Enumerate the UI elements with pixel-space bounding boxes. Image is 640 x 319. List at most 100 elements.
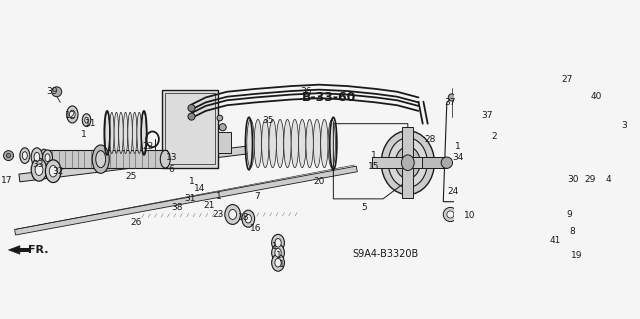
Text: 1: 1 <box>276 251 282 260</box>
Ellipse shape <box>563 105 584 109</box>
Ellipse shape <box>388 138 428 188</box>
Text: 35: 35 <box>262 115 274 125</box>
Text: 1: 1 <box>216 191 221 201</box>
Text: 37: 37 <box>445 98 456 107</box>
Ellipse shape <box>563 140 583 145</box>
Ellipse shape <box>561 110 586 116</box>
Ellipse shape <box>118 112 124 153</box>
Ellipse shape <box>556 123 591 131</box>
Ellipse shape <box>536 210 543 219</box>
Ellipse shape <box>328 119 335 168</box>
Ellipse shape <box>271 254 284 271</box>
Text: 34: 34 <box>452 152 463 161</box>
Text: 37: 37 <box>481 111 493 120</box>
Circle shape <box>548 249 556 257</box>
Circle shape <box>458 102 465 109</box>
Text: 22: 22 <box>142 142 153 151</box>
Ellipse shape <box>554 182 593 192</box>
Bar <box>598 97 611 102</box>
Ellipse shape <box>275 249 281 257</box>
Polygon shape <box>8 246 20 254</box>
Text: 18: 18 <box>238 213 250 222</box>
Ellipse shape <box>554 108 593 118</box>
Ellipse shape <box>31 159 47 181</box>
Ellipse shape <box>275 258 281 267</box>
Ellipse shape <box>321 119 328 168</box>
Text: 4: 4 <box>605 174 611 183</box>
Text: 32: 32 <box>52 167 64 176</box>
Bar <box>15 166 357 235</box>
Circle shape <box>448 94 455 101</box>
Text: 1: 1 <box>189 177 195 186</box>
Ellipse shape <box>276 119 284 168</box>
Text: 20: 20 <box>314 177 325 186</box>
Text: 15: 15 <box>368 162 380 171</box>
Text: 40: 40 <box>590 92 602 101</box>
Text: 31: 31 <box>184 194 196 203</box>
Text: 36: 36 <box>301 87 312 96</box>
Ellipse shape <box>132 112 137 153</box>
Text: 10: 10 <box>464 211 476 220</box>
Text: 38: 38 <box>172 203 183 212</box>
Ellipse shape <box>401 155 414 170</box>
Ellipse shape <box>556 103 591 111</box>
Ellipse shape <box>35 164 43 175</box>
Ellipse shape <box>284 119 291 168</box>
Bar <box>402 127 413 198</box>
Text: 33: 33 <box>32 160 44 169</box>
Bar <box>422 157 447 168</box>
Ellipse shape <box>563 117 583 122</box>
Text: 1: 1 <box>371 151 377 160</box>
Ellipse shape <box>105 112 109 153</box>
Circle shape <box>188 113 195 120</box>
Ellipse shape <box>557 165 589 173</box>
Text: 21: 21 <box>204 201 215 210</box>
Text: 25: 25 <box>125 172 137 182</box>
Ellipse shape <box>381 131 435 195</box>
Circle shape <box>441 157 452 168</box>
Bar <box>162 90 218 168</box>
Text: 17: 17 <box>1 176 13 185</box>
Bar <box>19 139 301 182</box>
Ellipse shape <box>306 119 314 168</box>
Ellipse shape <box>160 150 170 168</box>
Ellipse shape <box>96 151 106 168</box>
Ellipse shape <box>527 230 541 247</box>
Ellipse shape <box>70 110 75 119</box>
Ellipse shape <box>561 185 586 190</box>
Text: 28: 28 <box>425 135 436 144</box>
Circle shape <box>466 66 484 85</box>
Ellipse shape <box>563 125 584 130</box>
Bar <box>165 93 215 164</box>
Bar <box>472 78 479 202</box>
Circle shape <box>447 211 454 218</box>
Circle shape <box>503 72 518 87</box>
Text: B-33-60: B-33-60 <box>302 91 356 104</box>
Ellipse shape <box>109 112 114 153</box>
Circle shape <box>470 196 481 207</box>
Ellipse shape <box>42 150 52 166</box>
Ellipse shape <box>137 112 141 153</box>
Ellipse shape <box>561 157 586 163</box>
Text: 8: 8 <box>570 227 575 236</box>
Bar <box>17 248 31 252</box>
Ellipse shape <box>128 112 132 153</box>
Text: FR.: FR. <box>28 245 49 255</box>
Bar <box>42 150 166 168</box>
Ellipse shape <box>275 239 281 247</box>
Ellipse shape <box>563 167 583 172</box>
Ellipse shape <box>531 234 538 243</box>
Ellipse shape <box>556 147 591 154</box>
Circle shape <box>4 151 13 160</box>
Ellipse shape <box>45 154 50 162</box>
Ellipse shape <box>228 210 237 219</box>
Ellipse shape <box>561 132 586 138</box>
Text: 29: 29 <box>584 174 596 183</box>
Ellipse shape <box>254 119 262 168</box>
Ellipse shape <box>67 106 78 123</box>
Ellipse shape <box>554 155 593 165</box>
Text: 2: 2 <box>492 132 497 141</box>
Ellipse shape <box>34 152 40 162</box>
Ellipse shape <box>262 119 269 168</box>
Bar <box>218 132 231 153</box>
